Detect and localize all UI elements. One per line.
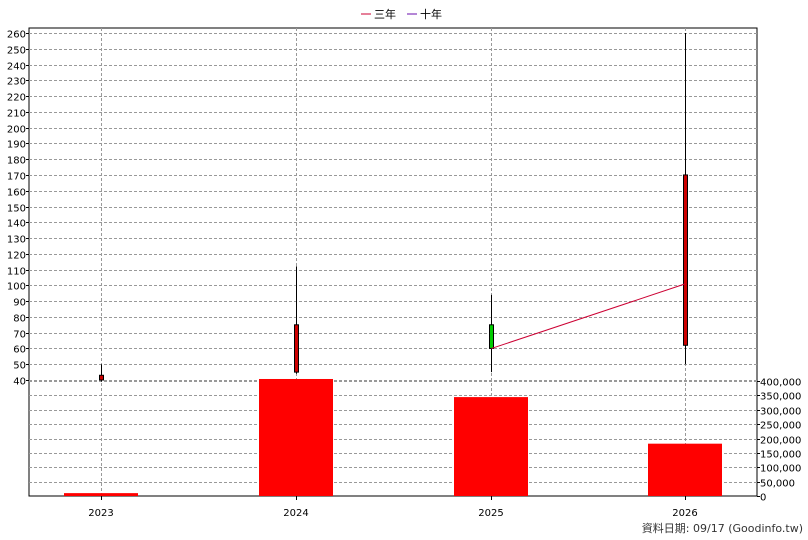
volume-bars bbox=[64, 378, 722, 496]
x-tick-label: 2023 bbox=[88, 508, 113, 519]
price-tick-label: 250 bbox=[7, 46, 26, 57]
volume-tick-label: 50,000 bbox=[760, 479, 795, 490]
ma-line-three-year bbox=[491, 283, 686, 349]
price-tick-label: 230 bbox=[7, 77, 26, 88]
price-tick-label: 70 bbox=[13, 330, 26, 341]
price-tick-label: 100 bbox=[7, 282, 26, 293]
legend-label-three-year: 三年 bbox=[374, 7, 396, 21]
price-tick-label: 90 bbox=[13, 298, 26, 309]
volume-tick-label: 300,000 bbox=[760, 407, 801, 418]
x-tick-label: 2024 bbox=[283, 508, 308, 519]
price-tick-label: 110 bbox=[7, 267, 26, 278]
price-tick-label: 40 bbox=[13, 377, 26, 388]
volume-axis: 0 50,000 100,000 150,000 200,000 250,000 300,0… bbox=[757, 378, 801, 504]
price-tick-label: 180 bbox=[7, 156, 26, 167]
price-tick-label: 190 bbox=[7, 140, 26, 151]
plot-area bbox=[28, 27, 758, 497]
volume-bar bbox=[259, 378, 333, 496]
volume-tick-label: 200,000 bbox=[760, 436, 801, 447]
price-tick-label: 140 bbox=[7, 219, 26, 230]
volume-tick-label: 100,000 bbox=[760, 464, 801, 475]
legend-label-ten-year: 十年 bbox=[420, 7, 442, 21]
candle-body bbox=[99, 374, 104, 381]
price-tick-label: 150 bbox=[7, 204, 26, 215]
price-tick-label: 260 bbox=[7, 30, 26, 41]
price-tick-label: 210 bbox=[7, 109, 26, 120]
price-axis: 40 50 60 70 80 90 100 110 120 130 140 150 160 170 180 1… bbox=[7, 30, 29, 388]
price-tick-label: 240 bbox=[7, 62, 26, 73]
price-tick-label: 160 bbox=[7, 188, 26, 199]
data-date-footer: 資料日期: 09/17 (Goodinfo.tw) bbox=[642, 521, 803, 535]
volume-tick-label: 150,000 bbox=[760, 450, 801, 461]
candle-body bbox=[489, 324, 494, 349]
volume-tick-label: 250,000 bbox=[760, 421, 801, 432]
price-tick-label: 130 bbox=[7, 235, 26, 246]
x-tick-label: 2025 bbox=[478, 508, 503, 519]
volume-bar bbox=[454, 397, 528, 496]
candle-body bbox=[294, 324, 299, 373]
volume-tick-label: 350,000 bbox=[760, 392, 801, 403]
price-tick-label: 220 bbox=[7, 93, 26, 104]
volume-bar bbox=[64, 493, 138, 496]
x-axis: 2023 2024 2025 2026 bbox=[88, 496, 698, 519]
price-tick-label: 200 bbox=[7, 125, 26, 136]
legend: 三年 十年 bbox=[361, 7, 442, 21]
candle-body bbox=[683, 174, 688, 346]
x-tick-label: 2026 bbox=[672, 508, 697, 519]
moving-average-lines bbox=[491, 283, 686, 349]
volume-tick-label: 0 bbox=[760, 493, 766, 504]
price-tick-label: 50 bbox=[13, 361, 26, 372]
price-tick-label: 60 bbox=[13, 345, 26, 356]
price-tick-label: 80 bbox=[13, 314, 26, 325]
price-tick-label: 170 bbox=[7, 172, 26, 183]
candles bbox=[99, 33, 688, 382]
volume-tick-label: 400,000 bbox=[760, 378, 801, 389]
price-tick-label: 120 bbox=[7, 251, 26, 262]
volume-bar bbox=[648, 443, 722, 496]
